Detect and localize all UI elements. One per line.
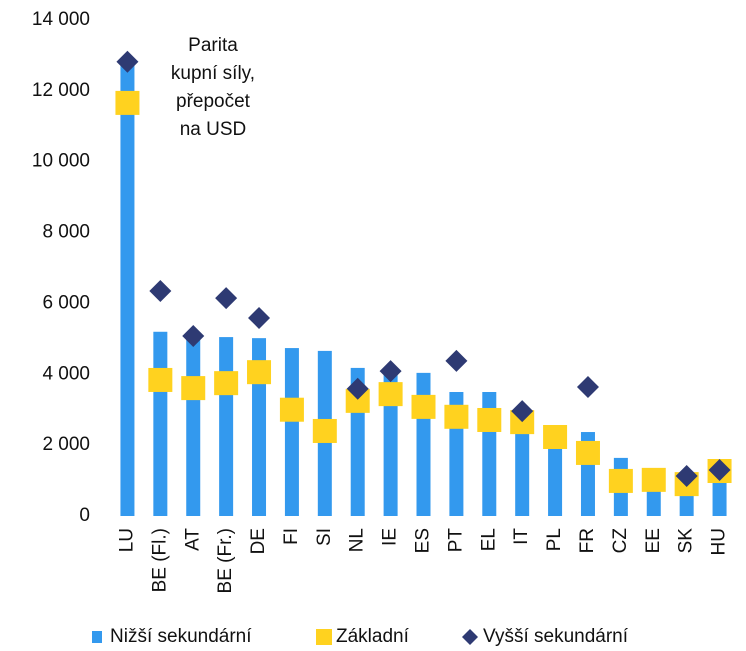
legend-swatch <box>316 629 332 645</box>
x-tick-label: SI <box>314 528 335 546</box>
x-tick-label: ES <box>413 528 434 553</box>
legend-label: Nižší sekundární <box>110 626 252 647</box>
y-tick-label: 2 000 <box>42 434 90 455</box>
diamond-marker <box>379 360 402 383</box>
legend-label: Základní <box>336 626 410 647</box>
legend-label: Vyšší sekundární <box>483 626 629 647</box>
square-marker <box>444 404 469 429</box>
x-tick-label: IE <box>380 528 401 546</box>
square-marker <box>214 371 239 396</box>
annotation: kupní síly, <box>171 63 255 84</box>
x-tick-label: DE <box>248 528 269 554</box>
diamond-marker <box>215 287 238 310</box>
x-tick-label: SK <box>676 528 697 554</box>
square-marker <box>247 360 272 385</box>
x-tick-label: IT <box>511 528 532 545</box>
y-tick-label: 10 000 <box>32 151 90 172</box>
x-tick-label: PT <box>445 528 466 553</box>
diamond-marker <box>149 280 172 303</box>
bar <box>712 477 727 516</box>
y-tick-label: 6 000 <box>42 292 90 313</box>
square-marker <box>575 440 600 465</box>
diamond-marker <box>248 306 271 329</box>
diamond-marker <box>182 325 205 348</box>
x-tick-label: FI <box>281 528 302 545</box>
x-tick-label: BE (Fr.) <box>215 528 236 593</box>
bar <box>120 62 135 517</box>
x-tick-label: LU <box>116 528 137 552</box>
bar <box>515 409 530 516</box>
x-tick-label: HU <box>709 528 730 555</box>
square-marker <box>279 397 304 422</box>
x-tick-label: NL <box>347 528 368 552</box>
bar <box>284 348 299 516</box>
annotation: Parita <box>188 35 238 56</box>
annotation: přepočet <box>176 91 251 112</box>
square-marker <box>312 418 337 443</box>
x-tick-label: EL <box>478 528 499 551</box>
y-tick-label: 14 000 <box>32 9 90 30</box>
y-tick-label: 0 <box>79 505 90 526</box>
bar <box>219 337 234 516</box>
bar <box>548 434 563 516</box>
diamond-marker <box>576 376 599 399</box>
square-marker <box>181 376 206 401</box>
square-marker <box>378 382 403 407</box>
diamond-marker <box>445 349 468 372</box>
x-tick-label: EE <box>643 528 664 553</box>
diamond-marker <box>675 464 698 487</box>
x-tick-label: CZ <box>610 528 631 554</box>
y-tick-label: 8 000 <box>42 222 90 243</box>
x-tick-label: FR <box>577 528 598 553</box>
bar <box>416 372 431 516</box>
diamond-marker <box>346 377 369 400</box>
square-marker <box>411 394 436 419</box>
legend-swatch <box>462 629 478 645</box>
square-marker <box>543 424 568 449</box>
square-marker <box>608 468 633 493</box>
x-tick-label: BE (Fl.) <box>149 528 170 592</box>
diamond-marker <box>708 458 731 481</box>
x-tick-label: AT <box>182 528 203 551</box>
y-tick-label: 12 000 <box>32 80 90 101</box>
diamond-marker <box>511 400 534 423</box>
square-marker <box>148 367 173 392</box>
legend-swatch <box>92 631 102 643</box>
annotation: na USD <box>180 119 247 140</box>
square-marker <box>641 467 666 492</box>
x-tick-label: PL <box>544 528 565 551</box>
bar <box>153 331 168 516</box>
bar <box>186 338 201 516</box>
square-marker <box>477 407 502 432</box>
y-tick-label: 4 000 <box>42 363 90 384</box>
square-marker <box>115 90 140 115</box>
diamond-marker <box>116 50 139 73</box>
